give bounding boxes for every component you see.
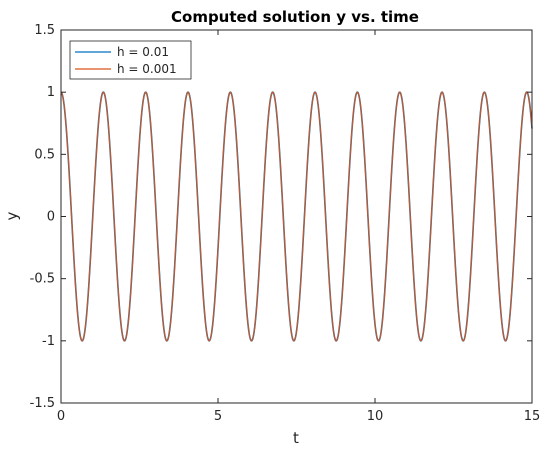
legend-label-h0001: h = 0.001 bbox=[117, 62, 177, 76]
x-axis-label: t bbox=[293, 429, 299, 447]
y-tick-label: 1.5 bbox=[34, 23, 55, 38]
series-line-1 bbox=[60, 91, 533, 342]
x-tick-label: 5 bbox=[214, 409, 222, 424]
chart-title: Computed solution y vs. time bbox=[171, 8, 419, 26]
y-axis-label: y bbox=[3, 211, 21, 220]
y-tick-label: 0 bbox=[47, 210, 55, 225]
y-tick-label: -1 bbox=[42, 334, 55, 349]
y-tick-label: -1.5 bbox=[30, 396, 55, 411]
series-layer bbox=[60, 91, 533, 342]
y-tick-label: -0.5 bbox=[30, 272, 55, 287]
y-tick-label: 0.5 bbox=[34, 147, 55, 162]
ticks-layer: 0 5 10 15 -1.5 -1 -0.5 0 0.5 1 1.5 bbox=[30, 23, 541, 424]
y-tick-label: 1 bbox=[47, 85, 55, 100]
plot-area bbox=[61, 30, 532, 403]
x-tick-label: 15 bbox=[524, 409, 541, 424]
legend-label-h001: h = 0.01 bbox=[117, 45, 169, 59]
x-tick-label: 0 bbox=[57, 409, 65, 424]
legend: h = 0.01 h = 0.001 bbox=[69, 40, 192, 80]
legend-box bbox=[69, 40, 192, 80]
x-tick-label: 10 bbox=[367, 409, 384, 424]
